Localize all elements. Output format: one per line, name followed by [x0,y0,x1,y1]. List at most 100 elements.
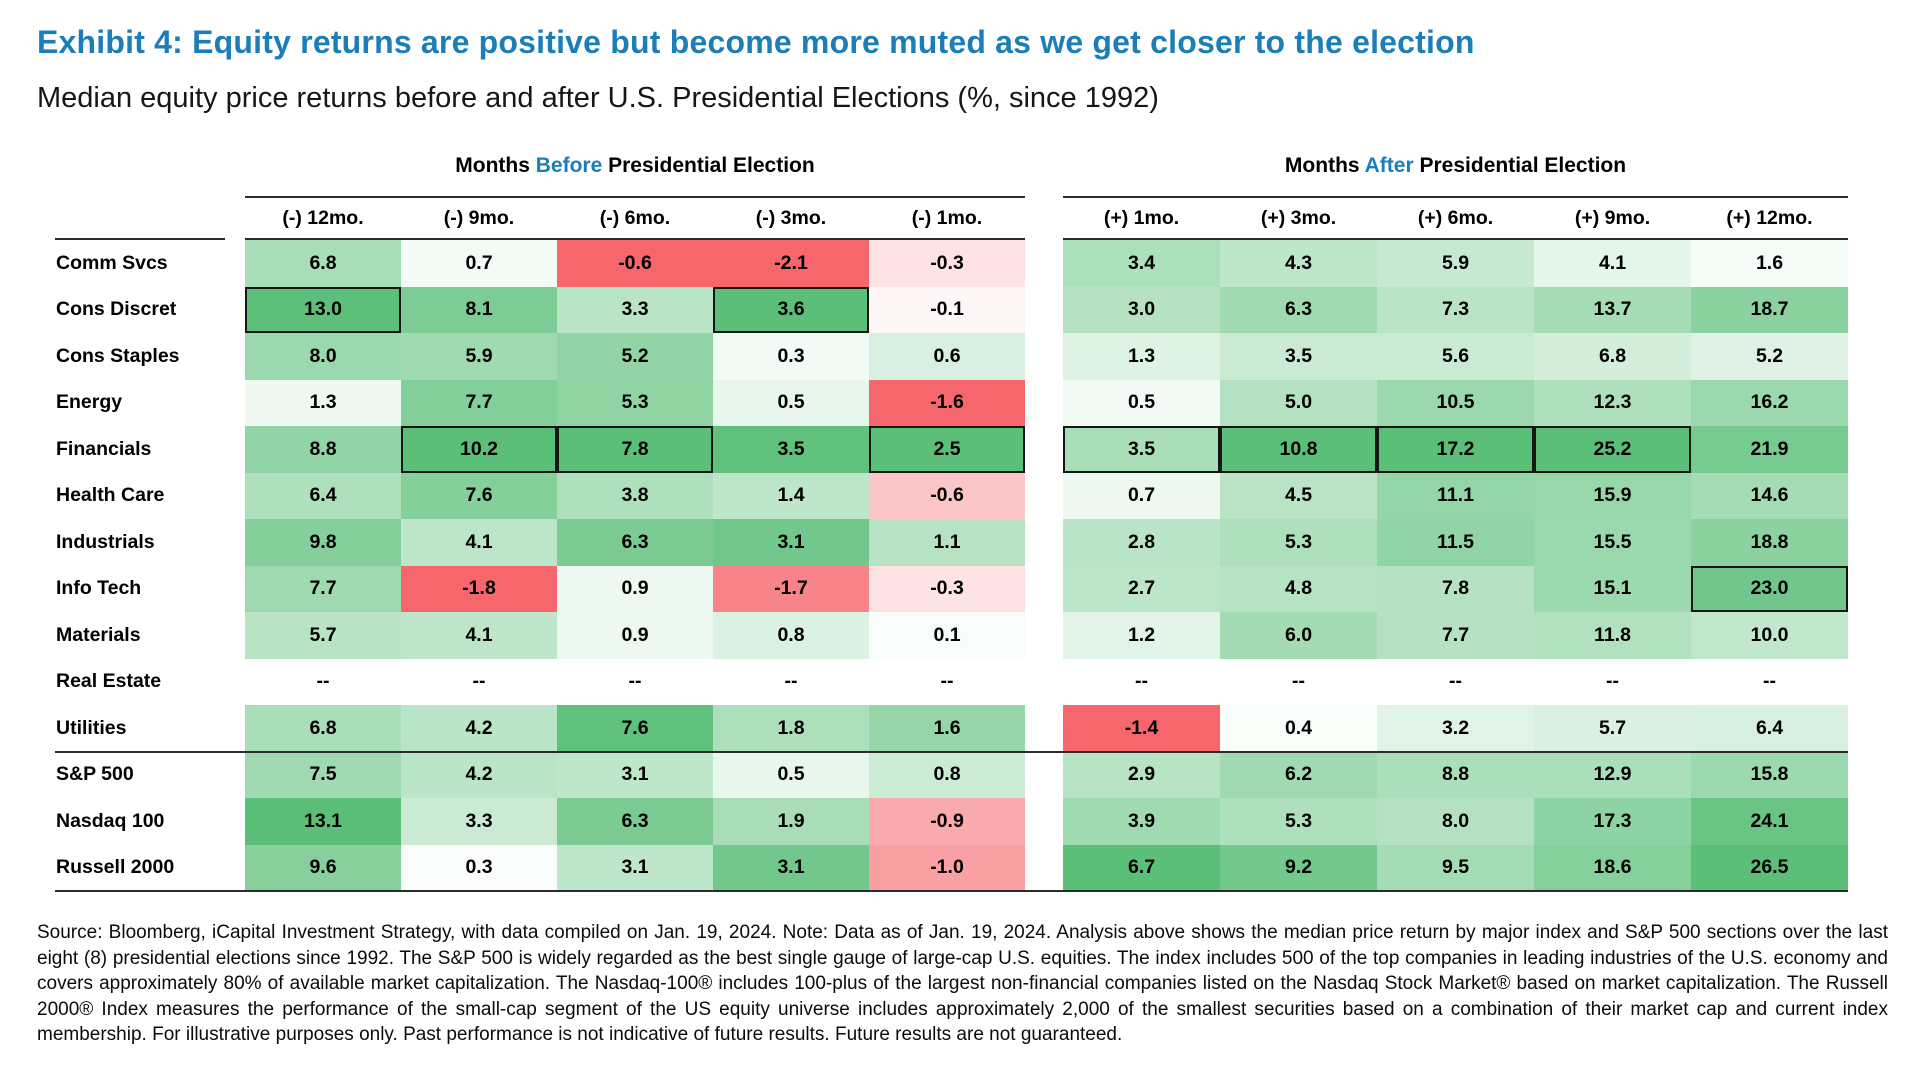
rule-table-bottom [55,889,1848,892]
heatmap-cell: 0.7 [401,240,557,287]
heatmap-cell: 7.7 [401,379,557,426]
page-subtitle: Median equity price returns before and a… [37,82,1159,114]
heatmap-cell: 4.3 [1220,240,1377,287]
heatmap-cell: 3.2 [1377,705,1534,752]
heatmap-cell: 1.1 [869,519,1025,566]
heatmap-cell: 13.1 [245,798,401,845]
row-label: Materials [56,623,141,646]
heatmap-cell: 9.2 [1220,844,1377,891]
heatmap-cell: 1.3 [245,379,401,426]
group-gap [1025,472,1063,519]
heatmap-cell: -0.9 [869,798,1025,845]
heatmap-cell: 1.4 [713,472,869,519]
heatmap-cell: 6.3 [557,519,713,566]
heatmap-cell: 6.4 [245,472,401,519]
heatmap-cell: 4.2 [401,705,557,752]
heatmap-cell: -0.6 [557,240,713,287]
heatmap-cell: -1.4 [1063,705,1220,752]
column-header: (-) 6mo. [599,206,671,229]
row-label: Energy [56,391,123,414]
heatmap-body: Comm Svcs 6.8 0.7 -0.6 -2.1 -0.3 3.4 4.3 5.9 4.1 1… [55,240,1848,891]
heatmap-cell: 3.6 [713,286,869,333]
heatmap-cell: 17.3 [1534,798,1691,845]
heatmap-cell: 5.3 [557,379,713,426]
heatmap-cell: 21.9 [1691,426,1848,473]
heatmap-cell: -- [1292,670,1305,693]
heatmap-table: Months Before Presidential Election Mont… [55,152,1848,897]
heatmap-cell: 3.5 [1063,426,1220,473]
heatmap-cell: 0.3 [401,844,557,891]
heatmap-cell: 6.8 [245,240,401,287]
heatmap-cell: 9.5 [1377,844,1534,891]
heatmap-cell: 10.5 [1377,379,1534,426]
heatmap-cell: 6.0 [1220,612,1377,659]
heatmap-cell: 6.7 [1063,844,1220,891]
heatmap-cell: 12.3 [1534,379,1691,426]
column-header: (-) 1mo. [911,206,983,229]
heatmap-cell: -- [784,670,798,693]
heatmap-cell: 7.7 [1377,612,1534,659]
heatmap-cell: 7.8 [557,426,713,473]
heatmap-cell: -1.6 [869,379,1025,426]
row-label: Cons Staples [56,344,180,367]
heatmap-cell: -1.8 [401,565,557,612]
group-gap [1025,844,1063,891]
heatmap-cell: 1.6 [1691,240,1848,287]
heatmap-cell: 0.9 [557,612,713,659]
heatmap-cell: 26.5 [1691,844,1848,891]
heatmap-cell: 4.1 [401,612,557,659]
heatmap-cell: 8.8 [1377,751,1534,798]
heatmap-cell: 5.3 [1220,798,1377,845]
rule-header-before [245,238,1025,240]
heatmap-cell: 8.0 [245,333,401,380]
group-header-after-accent: After [1364,154,1414,177]
group-gap [1025,198,1063,238]
heatmap-cell: 7.8 [1377,565,1534,612]
heatmap-cell: 0.7 [1063,472,1220,519]
heatmap-cell: 18.8 [1691,519,1848,566]
heatmap-cell: 5.7 [245,612,401,659]
group-gap [1025,240,1063,287]
heatmap-cell: 8.0 [1377,798,1534,845]
heatmap-cell: 5.2 [557,333,713,380]
heatmap-cell: 3.1 [557,751,713,798]
row-label: Health Care [56,484,165,507]
rule-header-after [1063,238,1848,240]
heatmap-cell: 1.8 [713,705,869,752]
heatmap-cell: -1.7 [713,565,869,612]
group-gap [1025,612,1063,659]
column-header-row: (-) 12mo. (-) 9mo. (-) 6mo. (-) 3mo. (-) 1mo… [55,198,1848,238]
row-label: Nasdaq 100 [56,809,165,832]
column-header: (+) 6mo. [1417,206,1494,229]
row-label: Russell 2000 [56,856,175,879]
heatmap-cell: 18.7 [1691,286,1848,333]
group-gap [1025,798,1063,845]
heatmap-cell: 0.1 [869,612,1025,659]
heatmap-cell: 0.5 [713,379,869,426]
group-gap [1025,426,1063,473]
column-header: (+) 3mo. [1260,206,1337,229]
heatmap-cell: 11.1 [1377,472,1534,519]
heatmap-cell: 5.9 [1377,240,1534,287]
heatmap-cell: 3.8 [557,472,713,519]
heatmap-cell: 10.8 [1220,426,1377,473]
heatmap-cell: 5.9 [401,333,557,380]
column-header: (-) 3mo. [755,206,827,229]
heatmap-cell: -0.3 [869,240,1025,287]
heatmap-cell: 8.1 [401,286,557,333]
heatmap-cell: 2.9 [1063,751,1220,798]
heatmap-cell: 23.0 [1691,565,1848,612]
group-header-before-pre: Months [455,154,536,177]
heatmap-cell: 6.2 [1220,751,1377,798]
rule-sector-index-separator [55,750,1848,753]
heatmap-cell: 14.6 [1691,472,1848,519]
group-gap [1025,705,1063,752]
rule-group-before [245,196,1025,198]
heatmap-cell: 6.8 [245,705,401,752]
row-label: S&P 500 [56,763,134,786]
heatmap-cell: 4.1 [401,519,557,566]
heatmap-cell: 15.9 [1534,472,1691,519]
group-gap [1025,519,1063,566]
heatmap-cell: 5.2 [1691,333,1848,380]
heatmap-cell: 3.5 [1220,333,1377,380]
